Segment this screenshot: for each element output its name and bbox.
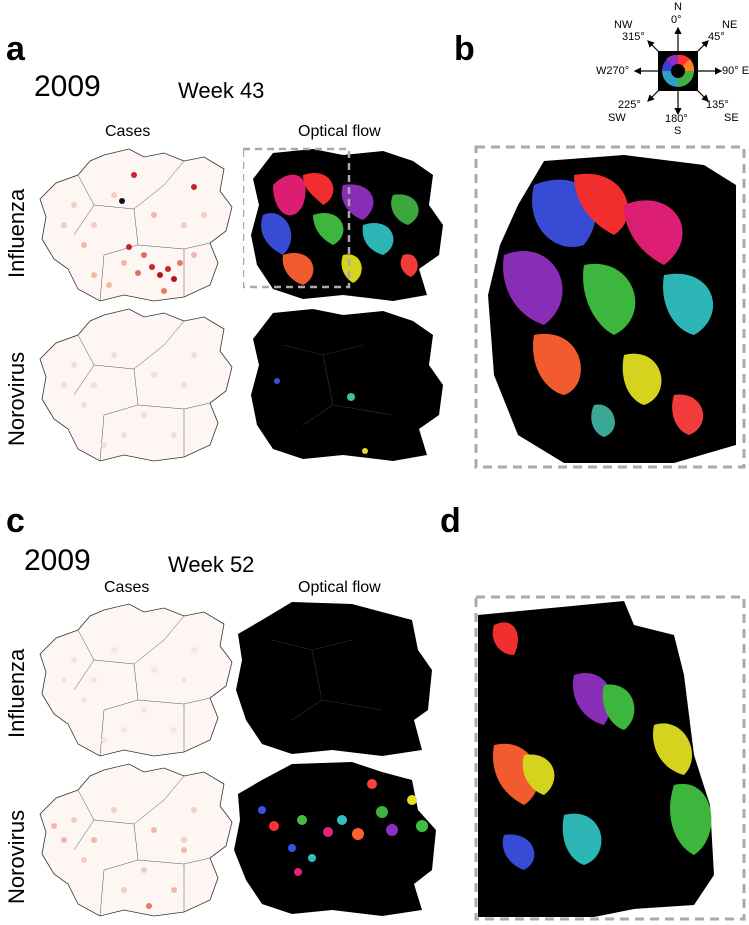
panel-letter-c: c (6, 502, 25, 540)
compass-s-deg: 180° (665, 113, 688, 125)
week-label-a: Week 43 (178, 78, 265, 103)
row-label-norovirus-a: Norovirus (4, 351, 29, 446)
flow-spots (258, 779, 428, 876)
compass-graphic (633, 26, 723, 116)
compass-w: W270° (596, 65, 630, 77)
year-label-c: 2009 (24, 544, 91, 577)
flow-mask (236, 602, 432, 756)
state-borders (73, 160, 211, 302)
flow-spot (362, 448, 368, 454)
flow-blobs (492, 622, 712, 870)
compass-e: 90° E (722, 65, 749, 77)
cases-column-heading-a: Cases (105, 123, 151, 140)
region-borders (282, 344, 394, 426)
map-flow-influenza-a (243, 147, 443, 301)
compass-nw: NW (614, 19, 633, 31)
map-flow-norovirus-a (251, 309, 443, 461)
panel-letter-d: d (440, 502, 461, 540)
compass-legend: N 0° NE 45° 90° E 135° SE 180° S 225° SW… (596, 0, 749, 140)
flow-mask (478, 601, 714, 917)
optical-flow-column-heading-a: Optical flow (298, 123, 381, 140)
panel-letter-a: a (6, 30, 25, 68)
map-cases-norovirus-a (39, 308, 233, 462)
flow-mask (251, 309, 443, 461)
case-dots (61, 172, 207, 294)
flow-spot (274, 378, 280, 384)
flow-mask (234, 762, 436, 916)
flow-blobs (261, 172, 419, 285)
row-label-influenza-c: Influenza (4, 648, 29, 738)
compass-ne-deg: 45° (708, 31, 725, 43)
year-label-a: 2009 (34, 70, 101, 103)
compass-n-deg: 0° (671, 14, 682, 26)
map-cases-norovirus-c (39, 763, 233, 917)
compass-s: S (674, 125, 682, 137)
zoom-panel-b (474, 145, 746, 469)
flow-spot (347, 393, 355, 401)
compass-ne: NE (722, 19, 738, 31)
row-label-norovirus-c: Norovirus (4, 809, 29, 904)
state-borders (73, 615, 211, 757)
compass-se-deg: 135° (706, 99, 729, 111)
optical-flow-column-heading-c: Optical flow (298, 579, 381, 596)
color-wheel (662, 54, 695, 87)
region-borders (271, 639, 383, 721)
case-dots (61, 647, 197, 743)
zoom-box (243, 147, 351, 289)
zoom-panel-d (474, 595, 746, 921)
compass-sw-deg: 225° (618, 99, 641, 111)
row-label-influenza-a: Influenza (4, 188, 29, 278)
map-flow-norovirus-c (234, 762, 436, 916)
state-borders (73, 320, 211, 462)
compass-se: SE (724, 112, 739, 124)
panel-letter-b: b (454, 30, 475, 68)
week-label-c: Week 52 (168, 552, 255, 577)
cases-column-heading-c: Cases (104, 579, 150, 596)
case-dots (51, 807, 197, 909)
map-flow-influenza-c (236, 602, 432, 756)
map-cases-influenza-a (39, 148, 233, 302)
case-dots (61, 352, 197, 448)
state-borders (73, 775, 211, 917)
compass-nw-deg: 315° (622, 31, 645, 43)
compass-sw: SW (608, 112, 626, 124)
flow-blobs (503, 173, 714, 437)
map-cases-influenza-c (39, 603, 233, 757)
compass-n: N (674, 1, 682, 13)
